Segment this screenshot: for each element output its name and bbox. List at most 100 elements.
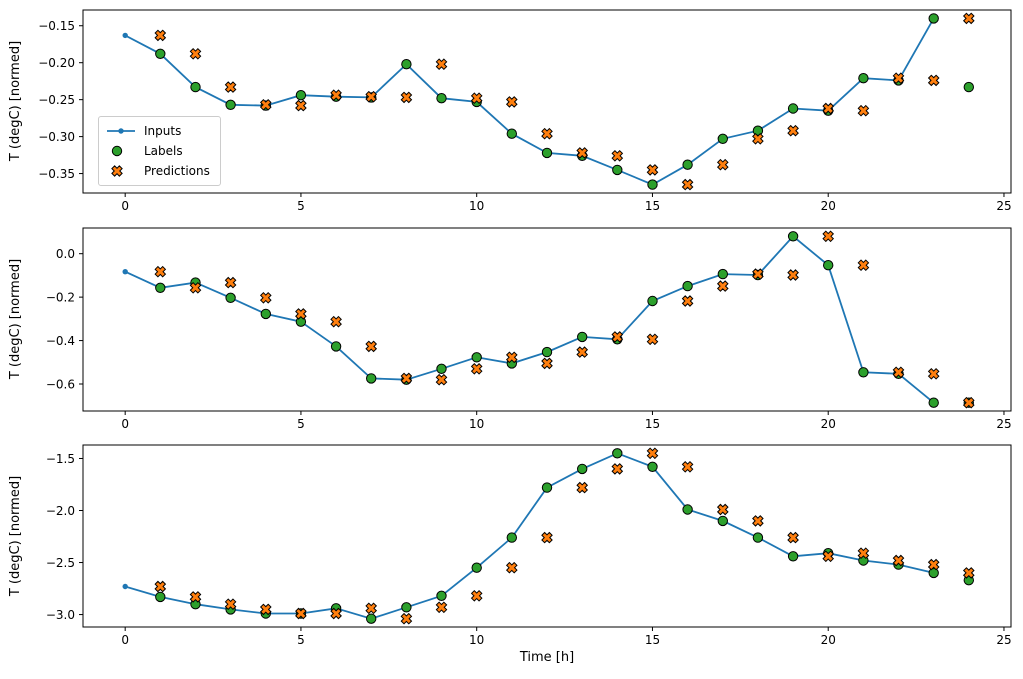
prediction-point-marker (224, 598, 237, 611)
prediction-point-marker (365, 602, 378, 615)
legend-label-inputs: Inputs (144, 124, 182, 138)
label-point-marker (647, 461, 658, 472)
y-tick-label: −0.35 (38, 167, 75, 181)
y-tick-label: −1.5 (46, 452, 75, 466)
prediction-point-marker (541, 127, 553, 140)
input-point-marker (122, 583, 128, 590)
label-point-marker (506, 532, 517, 543)
label-point-marker (717, 268, 728, 280)
prediction-point-marker (962, 567, 975, 579)
y-axis-label-subplot-1: T (degC) [normed] (8, 40, 23, 162)
prediction-point-marker (892, 366, 905, 379)
x-tick-label: 5 (297, 199, 305, 213)
prediction-point-marker (470, 589, 483, 602)
y-tick-label: −0.4 (46, 334, 75, 348)
label-point-marker (647, 179, 658, 190)
prediction-point-marker (365, 340, 378, 353)
prediction-point-marker (576, 481, 589, 494)
inputs-line (124, 17, 935, 186)
prediction-point-marker (330, 315, 342, 328)
label-point-marker (717, 515, 728, 527)
label-point-marker (717, 133, 728, 145)
y-tick-label: −0.6 (46, 378, 75, 392)
label-point-marker (330, 341, 342, 352)
x-tick-label: 5 (297, 633, 305, 647)
prediction-point-marker (681, 460, 694, 473)
label-point-marker (612, 448, 623, 459)
label-point-marker (858, 367, 869, 378)
prediction-point-marker (646, 447, 659, 460)
prediction-point-marker (822, 230, 835, 243)
prediction-point-marker (400, 372, 413, 385)
y-axis-label-subplot-2: T (degC) [normed] (8, 258, 23, 380)
prediction-point-marker (400, 612, 413, 625)
x-tick-label: 15 (645, 199, 660, 213)
prediction-point-marker (435, 373, 448, 386)
prediction-point-marker (927, 367, 940, 380)
label-point-marker (260, 308, 271, 320)
legend: Inputs Labels Predictions (98, 116, 221, 186)
prediction-point-marker (505, 561, 518, 574)
prediction-point-marker (962, 12, 975, 25)
prediction-point-marker (576, 346, 589, 358)
prediction-point-marker (295, 607, 307, 620)
prediction-point-marker (681, 178, 694, 191)
label-point-marker (436, 363, 447, 374)
y-tick-label: −0.25 (38, 93, 75, 107)
subplot-3: 0 5 10 15 20 25 −1.5 −2.0 −2.5 −3.0 (46, 444, 1012, 647)
prediction-point-marker (224, 81, 237, 93)
prediction-point-marker (752, 132, 764, 145)
prediction-point-marker (716, 158, 729, 171)
label-point-marker (401, 58, 412, 70)
prediction-point-marker (716, 280, 729, 292)
predictions-x-icon (111, 165, 123, 177)
label-point-marker (295, 90, 307, 101)
prediction-point-marker (330, 607, 342, 620)
x-tick-label: 25 (996, 417, 1011, 431)
label-point-marker (682, 504, 693, 515)
label-point-marker (682, 159, 693, 170)
y-tick-label: −2.5 (46, 556, 75, 570)
prediction-point-marker (470, 92, 483, 105)
subplot-2: 0 5 10 15 20 25 0.0 −0.2 −0.4 −0.6 (46, 227, 1012, 431)
axes-frame (82, 227, 1012, 412)
y-tick-label: −0.15 (38, 19, 75, 33)
x-tick-label: 25 (996, 199, 1011, 213)
label-point-marker (823, 260, 834, 271)
prediction-point-marker (154, 580, 167, 593)
y-tick-label: −0.30 (38, 130, 75, 144)
prediction-point-marker (927, 74, 940, 87)
prediction-point-marker (505, 96, 518, 108)
axes-frame (82, 444, 1012, 628)
label-point-marker (155, 591, 166, 603)
prediction-point-marker (295, 308, 307, 320)
labels-circle-icon (111, 145, 123, 157)
x-tick-label: 10 (469, 633, 484, 647)
legend-label-labels: Labels (144, 144, 183, 158)
prediction-point-marker (962, 396, 975, 409)
label-point-marker (577, 463, 588, 475)
prediction-point-marker (892, 554, 905, 567)
inputs-line-icon (107, 128, 135, 134)
prediction-point-marker (330, 89, 342, 102)
label-point-marker (541, 346, 553, 358)
legend-item-inputs: Inputs (106, 122, 210, 140)
prediction-point-marker (752, 515, 764, 527)
prediction-point-marker (541, 357, 553, 370)
axes-frame (82, 9, 1012, 194)
x-tick-label: 10 (469, 199, 484, 213)
label-point-marker (647, 295, 658, 307)
inputs-line (124, 452, 934, 620)
label-point-marker (366, 613, 377, 624)
prediction-point-marker (822, 550, 835, 563)
label-point-marker (787, 103, 799, 114)
prediction-point-marker (505, 351, 518, 364)
label-point-marker (963, 81, 974, 93)
prediction-point-marker (787, 124, 799, 137)
x-tick-label: 0 (121, 199, 129, 213)
y-tick-label: −2.0 (46, 504, 75, 518)
label-point-marker (752, 532, 764, 543)
prediction-point-marker (681, 295, 694, 307)
